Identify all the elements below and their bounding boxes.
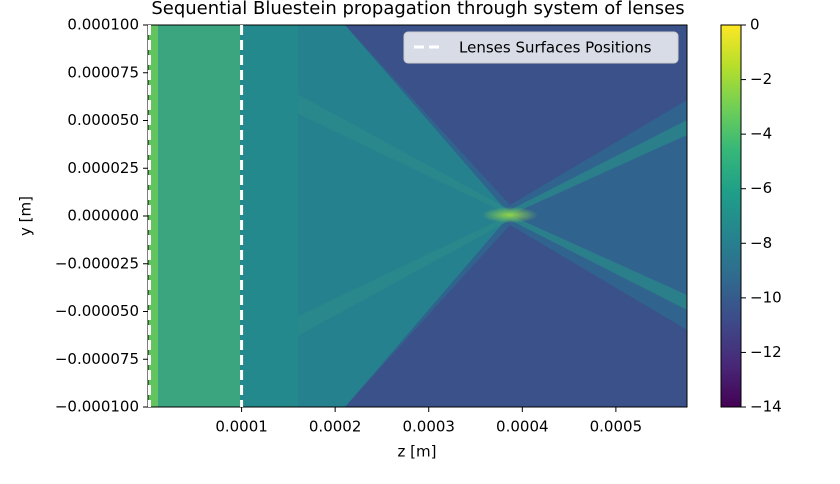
x-tick-label: 0.0005 xyxy=(590,418,643,436)
colorbar-tick-label: −2 xyxy=(750,70,772,88)
field xyxy=(148,25,687,407)
y-tick-label: 0.000075 xyxy=(67,63,139,81)
y-tick-label: −0.000075 xyxy=(55,350,139,368)
colorbar xyxy=(720,24,742,408)
colorbar-tick-label: 0 xyxy=(750,16,760,34)
x-tick-label: 0.0002 xyxy=(309,418,362,436)
chart-title: Sequential Bluestein propagation through… xyxy=(151,0,684,19)
y-tick-label: 0.000050 xyxy=(67,111,139,129)
colorbar-tick-label: −6 xyxy=(750,179,772,197)
y-tick-label: −0.000025 xyxy=(55,254,139,272)
legend-label: Lenses Surfaces Positions xyxy=(459,39,652,57)
y-tick-label: 0.000000 xyxy=(67,207,139,225)
x-tick-label: 0.0004 xyxy=(496,418,549,436)
x-tick-label: 0.0001 xyxy=(215,418,268,436)
colorbar-tick-label: −8 xyxy=(750,234,772,252)
x-tick-label: 0.0003 xyxy=(402,418,455,436)
y-tick-label: 0.000100 xyxy=(67,16,139,34)
y-axis-label: y [m] xyxy=(17,196,35,236)
colorbar-tick-label: −14 xyxy=(750,398,782,416)
colorbar-tick-label: −4 xyxy=(750,125,772,143)
legend-box xyxy=(403,31,679,64)
y-tick-label: −0.000100 xyxy=(55,398,139,416)
colorbar-tick-label: −12 xyxy=(750,343,782,361)
x-axis-label: z [m] xyxy=(398,443,437,461)
colorbar-tick-label: −10 xyxy=(750,288,782,306)
y-tick-label: −0.000050 xyxy=(55,302,139,320)
y-tick-label: 0.000025 xyxy=(67,159,139,177)
